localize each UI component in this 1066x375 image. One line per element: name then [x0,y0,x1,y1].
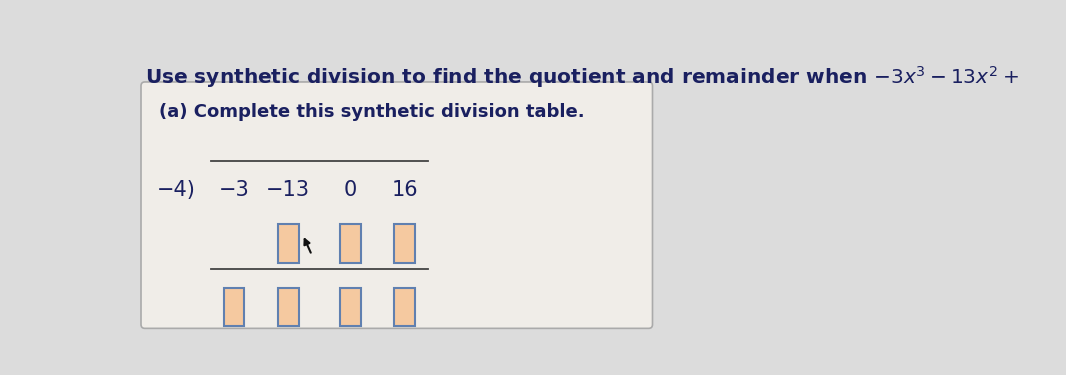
FancyArrowPatch shape [305,239,311,253]
FancyBboxPatch shape [141,82,652,328]
FancyBboxPatch shape [278,224,298,263]
Text: −3: −3 [219,180,249,200]
Text: Use synthetic division to find the quotient and remainder when $-3x^3 - 13x^2 +$: Use synthetic division to find the quoti… [145,64,1019,90]
FancyBboxPatch shape [340,224,360,263]
Text: −13: −13 [266,180,310,200]
FancyBboxPatch shape [394,288,415,326]
FancyBboxPatch shape [278,288,298,326]
Text: −4): −4) [157,180,195,200]
FancyBboxPatch shape [224,288,244,326]
Text: (a) Complete this synthetic division table.: (a) Complete this synthetic division tab… [159,103,584,121]
Text: 0: 0 [343,180,357,200]
FancyBboxPatch shape [340,288,360,326]
FancyBboxPatch shape [394,224,415,263]
Text: 16: 16 [391,180,418,200]
